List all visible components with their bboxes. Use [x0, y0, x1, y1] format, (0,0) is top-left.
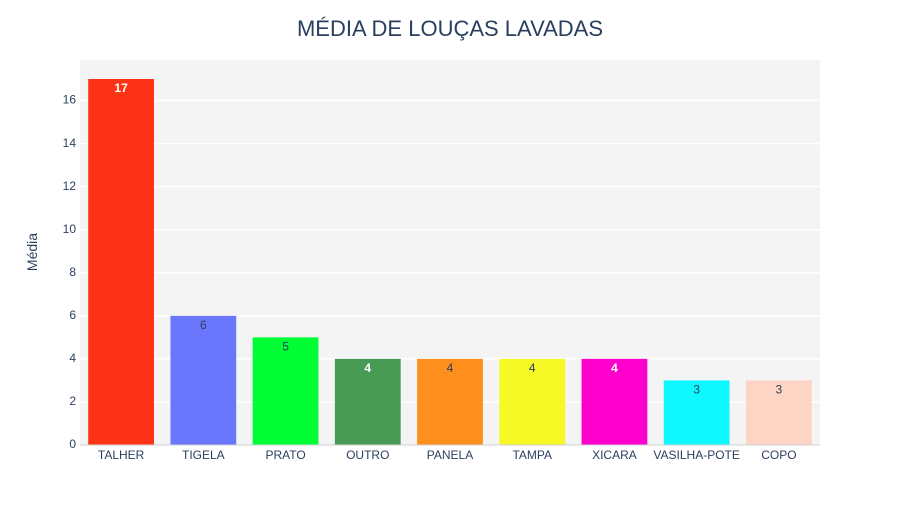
y-tick-label: 6 [69, 308, 76, 322]
bar-value-label: 4 [364, 361, 371, 375]
bar-talher[interactable] [88, 79, 154, 445]
bar-tampa[interactable] [499, 358, 566, 445]
x-axis-ticks: TALHER TIGELA PRATO OUTRO PANELA TAMPA XICARA V… [98, 448, 797, 462]
x-tick-label: XICARA [592, 448, 637, 462]
x-tick-label: OUTRO [346, 448, 389, 462]
y-tick-label: 14 [63, 136, 77, 150]
bar-outro[interactable] [334, 358, 401, 445]
gridlines [80, 99, 820, 403]
bar-prato[interactable] [252, 337, 319, 445]
y-axis-title: Média [24, 233, 40, 271]
bar-value-label: 4 [611, 361, 618, 375]
bar-value-label: 3 [693, 383, 700, 397]
y-tick-label: 2 [69, 394, 76, 408]
y-axis-ticks: 0 2 4 6 8 10 12 14 16 [63, 93, 77, 451]
x-tick-label: PANELA [427, 448, 473, 462]
y-tick-label: 0 [69, 437, 76, 451]
bar-value-labels: 17 6 5 4 4 4 4 3 3 [114, 81, 782, 396]
bar-xicara[interactable] [581, 358, 648, 445]
bar-value-label: 3 [776, 383, 783, 397]
y-tick-label: 10 [63, 222, 77, 236]
chart-title: MÉDIA DE LOUÇAS LAVADAS [297, 16, 603, 41]
bar-value-label: 5 [282, 340, 289, 354]
x-tick-label: TIGELA [182, 448, 225, 462]
x-tick-label: TAMPA [512, 448, 552, 462]
y-tick-label: 16 [63, 93, 77, 107]
bars [88, 79, 812, 445]
bar-value-label: 6 [200, 318, 207, 332]
bar-panela[interactable] [417, 358, 483, 445]
bar-value-label: 4 [529, 361, 536, 375]
x-tick-label: VASILHA-POTE [653, 448, 739, 462]
y-tick-label: 8 [69, 265, 76, 279]
bar-value-label: 4 [447, 361, 454, 375]
bar-copo[interactable] [746, 380, 812, 445]
x-tick-label: COPO [761, 448, 796, 462]
y-tick-label: 12 [63, 179, 77, 193]
bar-value-label: 17 [114, 81, 128, 95]
y-tick-label: 4 [69, 351, 76, 365]
x-tick-label: PRATO [265, 448, 305, 462]
bar-vasilha-pote[interactable] [663, 380, 730, 445]
bar-tigela[interactable] [170, 315, 237, 445]
x-tick-label: TALHER [98, 448, 145, 462]
